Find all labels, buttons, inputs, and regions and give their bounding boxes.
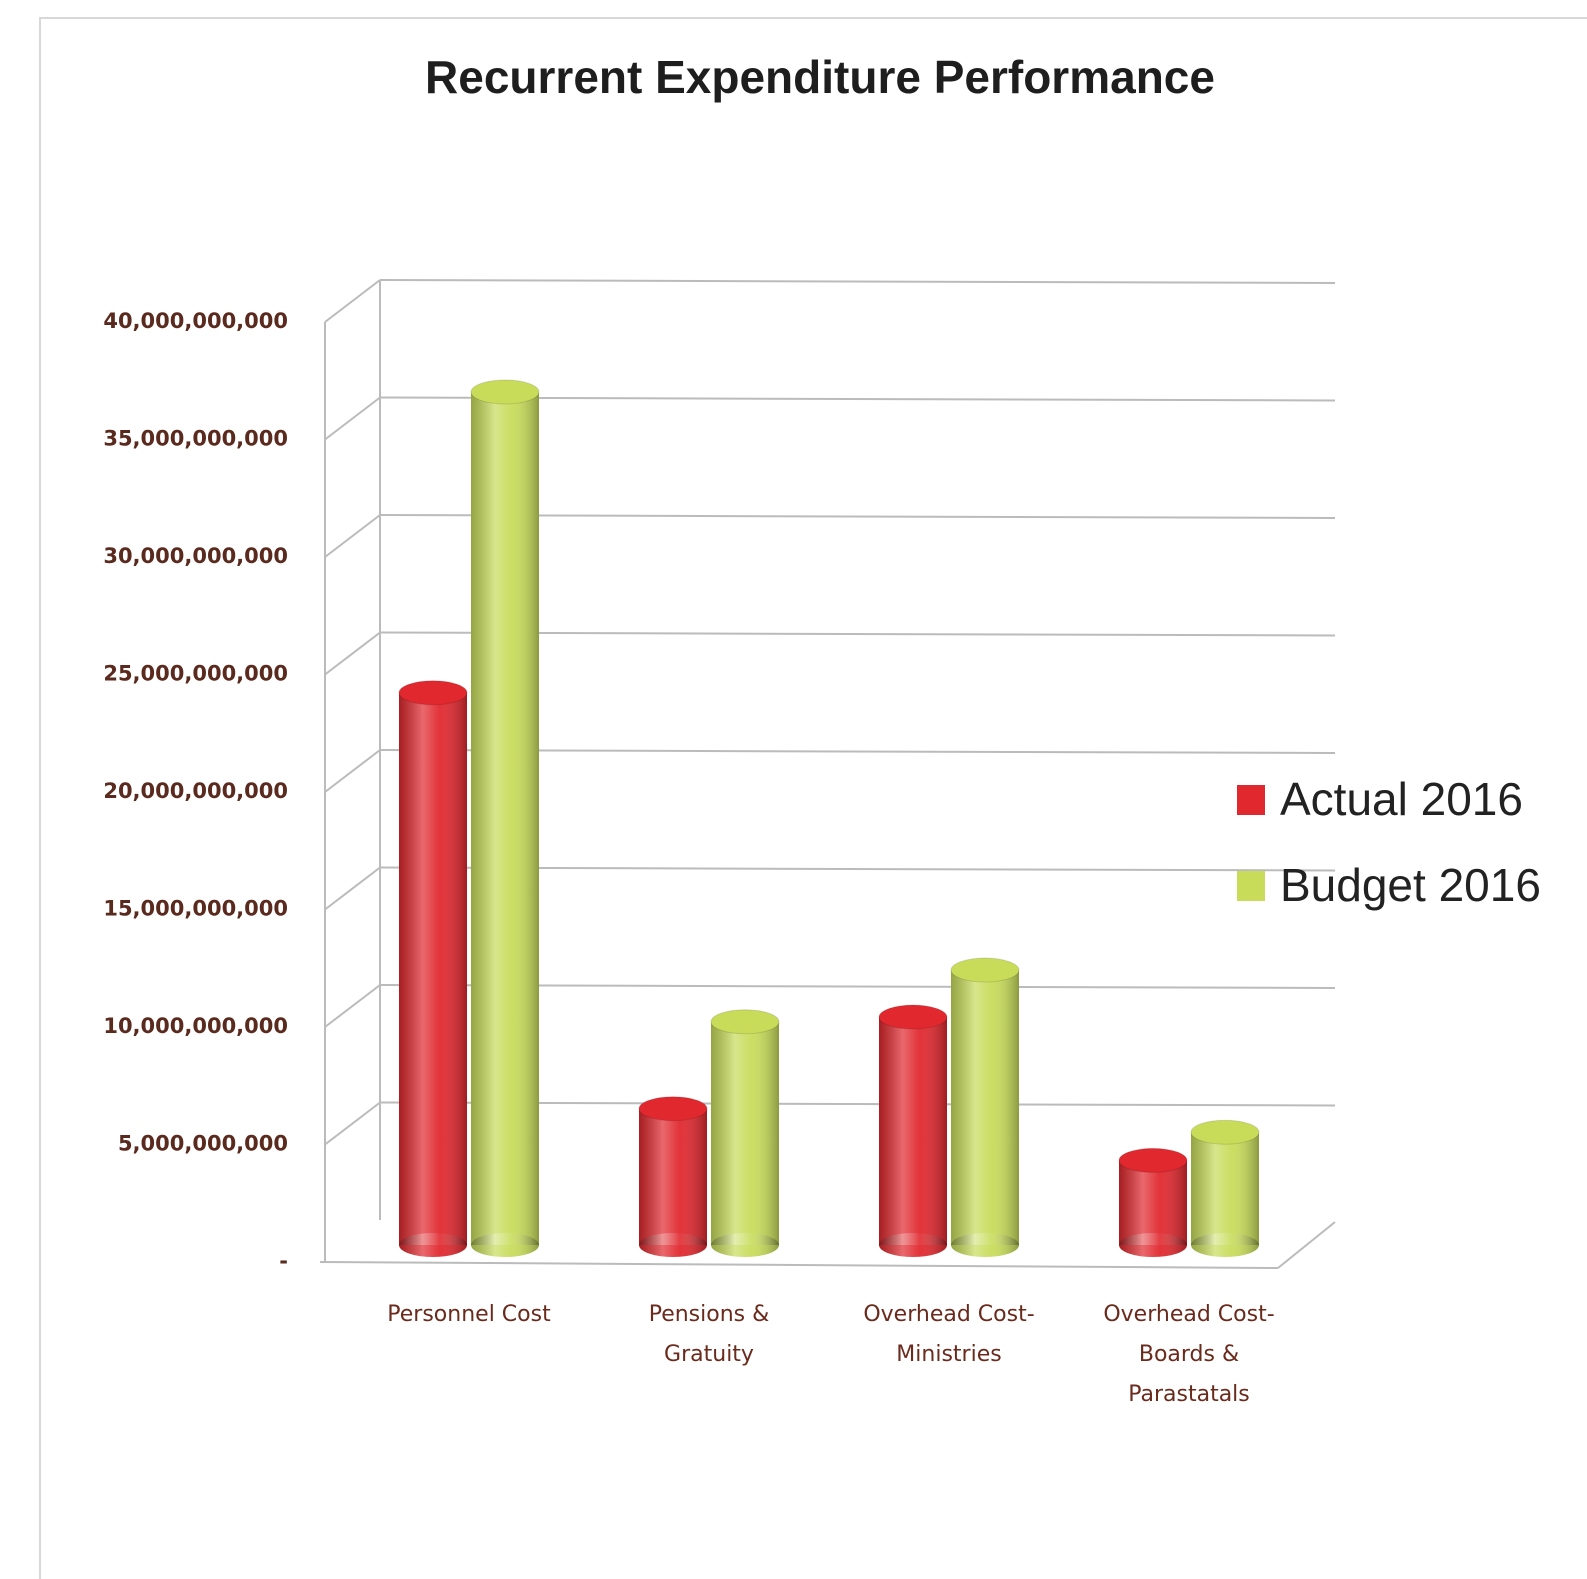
bar-top bbox=[878, 1004, 948, 1030]
bar-top bbox=[638, 1096, 708, 1122]
x-tick-label: Overhead Cost-Ministries bbox=[863, 1302, 1035, 1367]
bar bbox=[638, 1096, 708, 1257]
grid-line bbox=[379, 984, 1336, 989]
grid-line bbox=[379, 749, 1336, 754]
bar-bottom-shade bbox=[1191, 1233, 1259, 1257]
bar bbox=[1118, 1147, 1188, 1257]
y-tick-label: 15,000,000,000 bbox=[103, 897, 288, 921]
y-tick-label: - bbox=[279, 1249, 288, 1273]
grid-diagonal bbox=[324, 396, 381, 441]
bar-bottom-shade bbox=[1119, 1233, 1187, 1257]
x-tick-label: Pensions & Gratuity bbox=[648, 1302, 770, 1367]
grid-diagonal bbox=[324, 749, 381, 793]
bar-bottom-shade bbox=[711, 1233, 779, 1257]
grid-line bbox=[379, 866, 1336, 872]
y-tick-label: 5,000,000,000 bbox=[118, 1132, 288, 1156]
bar bbox=[878, 1004, 948, 1257]
legend-swatch bbox=[1237, 871, 1265, 901]
bar-shade bbox=[639, 1108, 707, 1245]
bar bbox=[950, 957, 1020, 1257]
bar bbox=[1190, 1119, 1260, 1257]
bar bbox=[398, 680, 468, 1257]
y-tick-label: 30,000,000,000 bbox=[103, 544, 288, 568]
bar-top bbox=[1190, 1119, 1260, 1145]
bar-shade bbox=[1191, 1132, 1259, 1245]
bar-shade bbox=[879, 1017, 947, 1245]
grid-diagonal bbox=[324, 866, 381, 911]
floor-side bbox=[1277, 1221, 1336, 1269]
grid-line bbox=[379, 631, 1336, 637]
grid-line bbox=[379, 514, 1336, 519]
grid-diagonal bbox=[324, 279, 381, 323]
bar-top bbox=[470, 379, 540, 405]
bar-bottom-shade bbox=[639, 1233, 707, 1257]
grid-diagonal bbox=[324, 984, 381, 1028]
bar bbox=[710, 1009, 780, 1257]
y-tick-label: 25,000,000,000 bbox=[103, 662, 288, 686]
bar-top bbox=[950, 957, 1020, 983]
bar-shade bbox=[399, 692, 467, 1245]
bar-bottom-shade bbox=[879, 1233, 947, 1257]
bar-top bbox=[710, 1009, 780, 1035]
legend-label: Budget 2016 bbox=[1280, 859, 1541, 911]
bar-bottom-shade bbox=[951, 1233, 1019, 1257]
bar-bottom-shade bbox=[399, 1233, 467, 1257]
bar bbox=[470, 379, 540, 1257]
bar-shade bbox=[711, 1021, 779, 1245]
grid-line bbox=[379, 1101, 1336, 1107]
y-tick-label: 20,000,000,000 bbox=[103, 779, 288, 803]
x-tick-label: Personnel Cost bbox=[387, 1302, 551, 1327]
bar-top bbox=[1118, 1147, 1188, 1173]
bar-top bbox=[398, 680, 468, 706]
y-tick-label: 35,000,000,000 bbox=[103, 427, 288, 451]
bar-shade bbox=[951, 970, 1019, 1245]
bar-shade bbox=[1119, 1160, 1187, 1245]
grid-diagonal bbox=[324, 514, 381, 558]
bar-shade bbox=[471, 391, 539, 1245]
legend-label: Actual 2016 bbox=[1280, 773, 1523, 825]
chart-title: Recurrent Expenditure Performance bbox=[425, 51, 1215, 103]
x-tick-label: Overhead Cost- Boards & Parastatals bbox=[1103, 1302, 1275, 1407]
legend-swatch bbox=[1237, 785, 1265, 815]
grid-diagonal bbox=[324, 631, 381, 676]
floor-front bbox=[319, 1261, 1279, 1269]
grid-line bbox=[379, 396, 1336, 402]
frame bbox=[39, 17, 1587, 1579]
y-tick-label: 40,000,000,000 bbox=[103, 309, 288, 333]
bar-bottom-shade bbox=[471, 1233, 539, 1257]
grid-diagonal bbox=[324, 1101, 381, 1146]
grid-line bbox=[379, 279, 1336, 284]
y-tick-label: 10,000,000,000 bbox=[103, 1014, 288, 1038]
